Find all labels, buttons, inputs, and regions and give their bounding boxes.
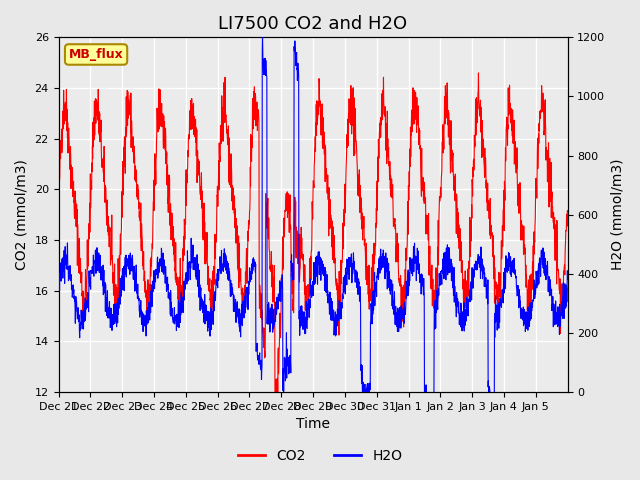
Y-axis label: CO2 (mmol/m3): CO2 (mmol/m3) [15,159,29,270]
X-axis label: Time: Time [296,418,330,432]
Y-axis label: H2O (mmol/m3): H2O (mmol/m3) [611,159,625,270]
Legend: CO2, H2O: CO2, H2O [232,443,408,468]
Title: LI7500 CO2 and H2O: LI7500 CO2 and H2O [218,15,408,33]
Text: MB_flux: MB_flux [68,48,124,61]
